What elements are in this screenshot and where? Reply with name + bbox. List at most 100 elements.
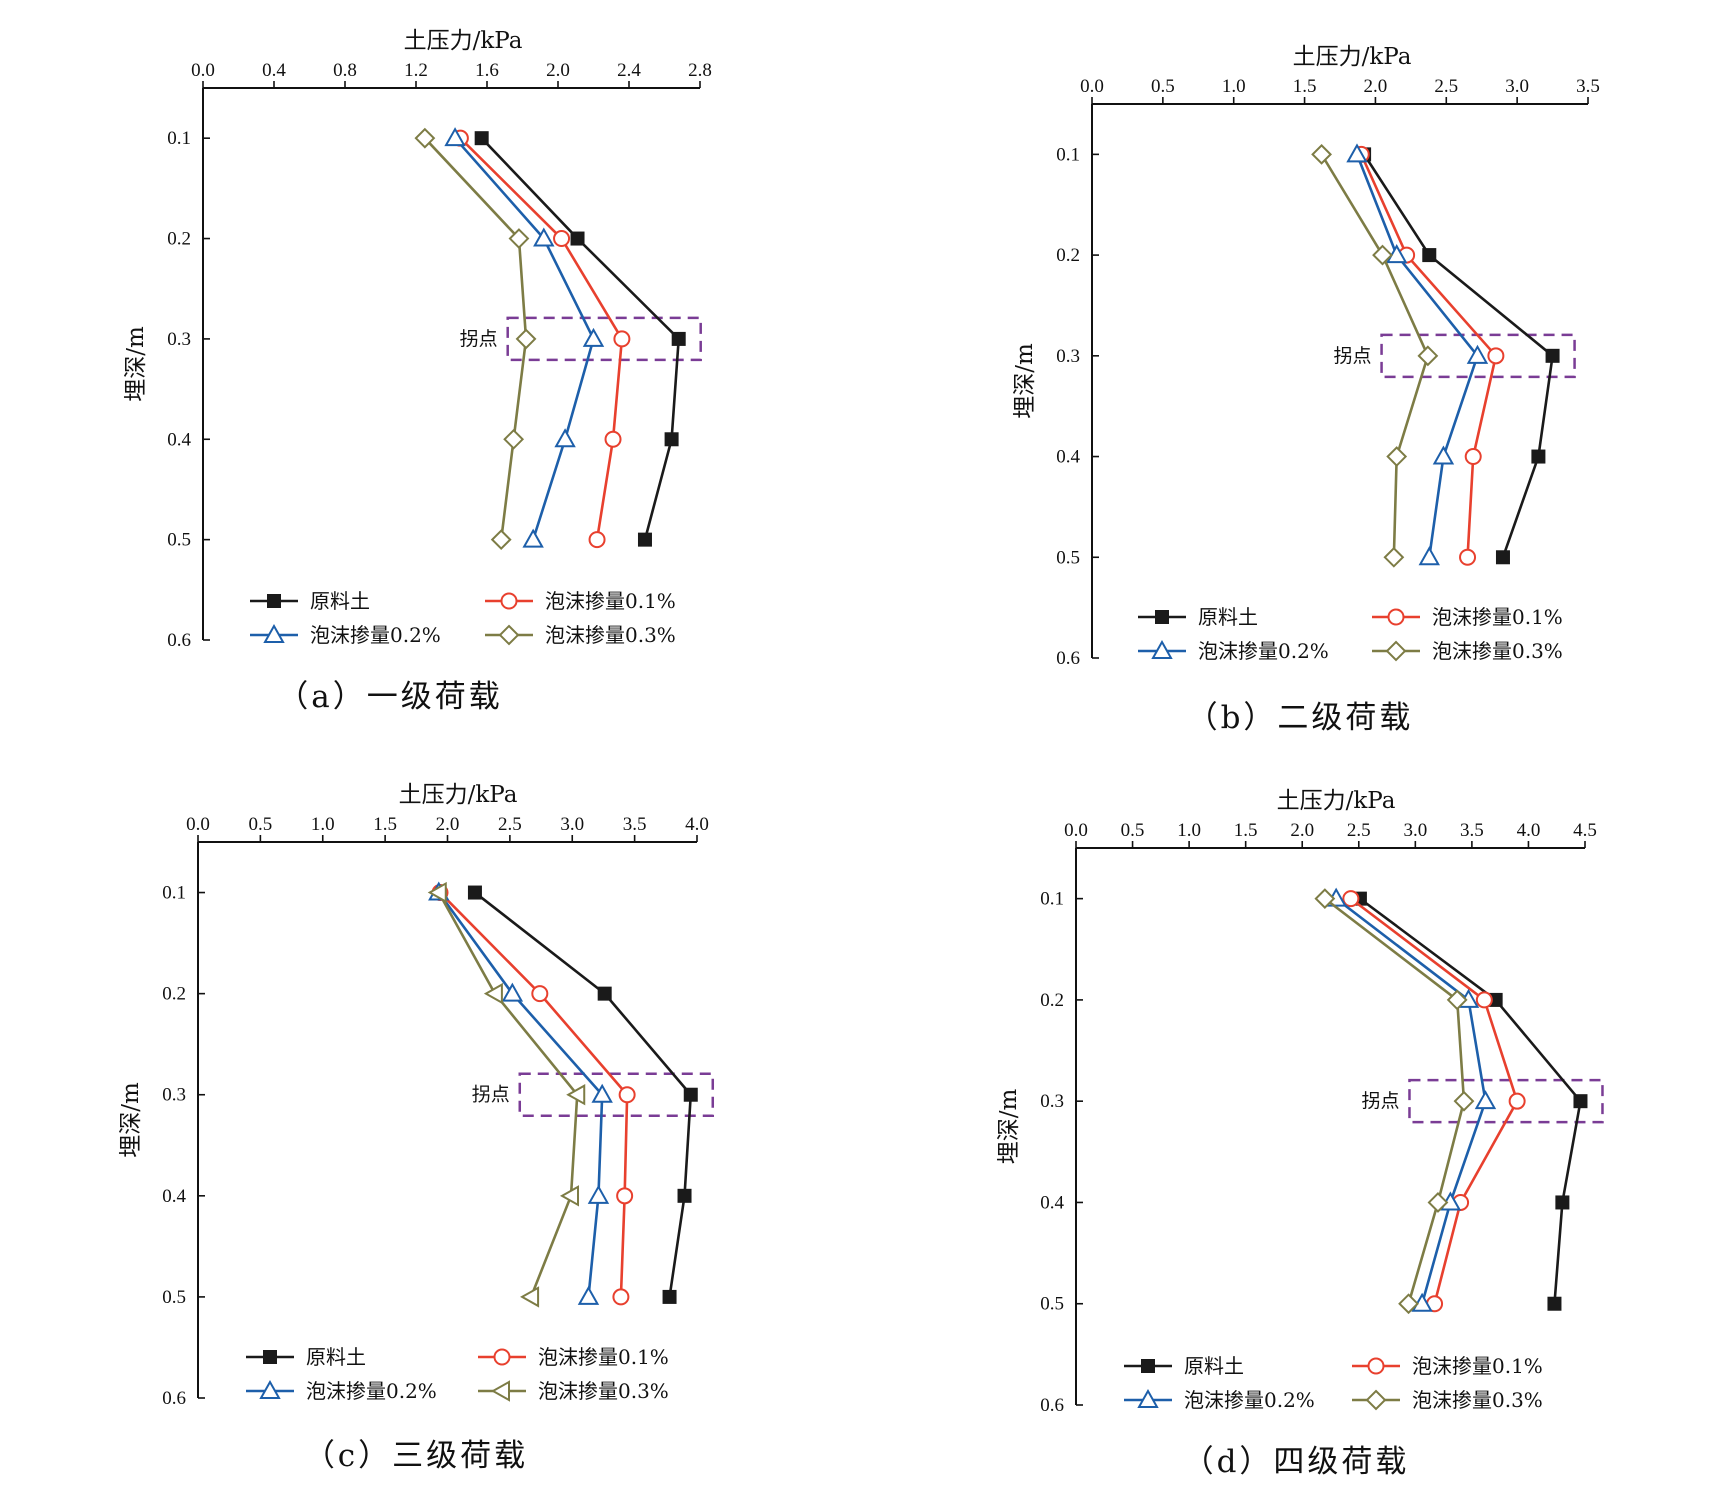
- data-point: [1342, 890, 1360, 908]
- legend-label: 泡沫掺量0.2%: [306, 1379, 437, 1403]
- x-tick-label: 4.5: [1573, 820, 1597, 841]
- data-point: [522, 528, 544, 548]
- legend: 原料土 泡沫掺量0.1% 泡沫掺量0.2% 泡沫掺量0.3%: [250, 589, 676, 647]
- y-tick-label: 0.4: [162, 1186, 186, 1207]
- x-tick-label: 0.5: [249, 814, 273, 835]
- inflection-label: 拐点: [460, 328, 498, 350]
- data-point: [604, 430, 622, 448]
- x-axis-title: 土压力/kPa: [404, 28, 523, 54]
- data-point: [1453, 1090, 1475, 1112]
- x-axis-title: 土压力/kPa: [399, 782, 518, 808]
- data-point: [1466, 344, 1489, 364]
- series-3: [427, 881, 586, 1308]
- data-point: [508, 228, 530, 249]
- series-line: [1363, 153, 1554, 558]
- series-1: [1342, 890, 1526, 1313]
- series-0: [474, 131, 686, 547]
- legend-marker: [1387, 608, 1405, 626]
- x-tick-label: 2.4: [617, 60, 641, 81]
- data-point: [1372, 244, 1393, 266]
- data-point: [1487, 347, 1505, 365]
- series-0: [467, 885, 698, 1304]
- legend-marker: [263, 1350, 277, 1364]
- x-tick-label: 0.4: [262, 60, 286, 81]
- data-point: [1547, 1296, 1562, 1311]
- x-tick-label: 1.0: [311, 814, 335, 835]
- y-tick-label: 0.5: [1056, 547, 1080, 568]
- x-tick-label: 1.0: [1177, 820, 1201, 841]
- legend: 原料土 泡沫掺量0.1% 泡沫掺量0.2% 泡沫掺量0.3%: [1124, 1354, 1543, 1412]
- legend-marker: [259, 1379, 281, 1399]
- panel-caption: （c）三级荷载: [304, 1438, 528, 1474]
- chart-panel-a: 0.0 0.4 0.8 1.2 1.6 2.0 2.4 2.8 0.1 0.2 0.3 0.4 0.5 0…: [123, 28, 712, 715]
- data-point: [520, 1286, 540, 1308]
- data-point: [1464, 448, 1482, 466]
- y-axis-title: 埋深/m: [123, 326, 149, 402]
- legend-label: 泡沫掺量0.3%: [1412, 1388, 1543, 1412]
- data-point: [588, 531, 606, 549]
- legend-label: 泡沫掺量0.1%: [545, 589, 676, 613]
- data-point: [1545, 348, 1560, 363]
- data-point: [531, 985, 549, 1003]
- data-point: [662, 1289, 677, 1304]
- data-point: [597, 986, 612, 1001]
- data-point: [1446, 989, 1468, 1011]
- data-point: [677, 1188, 692, 1203]
- y-axis-title: 埋深/m: [1012, 343, 1038, 419]
- legend-label: 原料土: [1198, 605, 1258, 629]
- legend-label: 泡沫掺量0.1%: [1432, 605, 1563, 629]
- x-tick-label: 3.5: [1460, 820, 1484, 841]
- data-point: [637, 532, 652, 547]
- series-line: [480, 137, 681, 540]
- chart-panel-b: 0.0 0.5 1.0 1.5 2.0 2.5 3.0 3.5 0.1 0.2 0.3 0.4 0.5 0…: [1012, 44, 1600, 736]
- y-tick-label: 0.4: [1056, 447, 1080, 468]
- y-tick-label: 0.1: [1040, 889, 1064, 910]
- legend-marker: [1365, 1389, 1387, 1411]
- legend-marker: [1155, 610, 1169, 624]
- y-tick-label: 0.3: [1056, 346, 1080, 367]
- series-3: [1314, 888, 1475, 1315]
- legend-label: 泡沫掺量0.2%: [1198, 639, 1329, 663]
- data-point: [618, 1086, 636, 1104]
- data-point: [1488, 992, 1503, 1007]
- data-point: [1385, 244, 1408, 264]
- y-tick-label: 0.3: [162, 1085, 186, 1106]
- legend-marker: [263, 623, 285, 643]
- panel-caption: （d）四级荷载: [1183, 1444, 1410, 1480]
- x-tick-label: 1.5: [373, 814, 397, 835]
- legend-label: 泡沫掺量0.3%: [545, 623, 676, 647]
- x-tick-label: 2.0: [436, 814, 460, 835]
- data-point: [591, 1083, 613, 1103]
- data-point: [1386, 446, 1408, 467]
- x-tick-label: 1.0: [1222, 76, 1246, 97]
- y-tick-label: 0.6: [167, 630, 191, 651]
- panel-caption: （a）一级荷载: [277, 679, 502, 715]
- data-point: [587, 1184, 610, 1204]
- legend-label: 泡沫掺量0.2%: [310, 623, 441, 647]
- series-line: [1355, 153, 1479, 558]
- x-tick-label: 1.2: [404, 60, 428, 81]
- data-point: [1555, 1195, 1570, 1210]
- x-tick-label: 4.0: [685, 814, 709, 835]
- data-point: [577, 1285, 600, 1305]
- data-point: [427, 881, 447, 904]
- data-point: [1459, 548, 1477, 566]
- x-tick-label: 0.0: [191, 60, 215, 81]
- data-point: [1418, 546, 1440, 566]
- x-axis-title: 土压力/kPa: [1293, 44, 1412, 70]
- x-tick-label: 0.8: [333, 60, 357, 81]
- data-point: [1314, 888, 1336, 910]
- inflection-label: 拐点: [472, 1084, 510, 1106]
- data-point: [671, 331, 686, 346]
- x-tick-label: 0.0: [1080, 76, 1104, 97]
- x-tick-label: 2.0: [1364, 76, 1388, 97]
- legend-marker: [1151, 639, 1173, 659]
- data-point: [503, 428, 525, 450]
- data-point: [1508, 1092, 1526, 1110]
- data-point: [616, 1187, 634, 1205]
- y-tick-label: 0.6: [162, 1388, 186, 1409]
- x-tick-label: 2.8: [688, 60, 712, 81]
- legend-marker: [1367, 1357, 1385, 1375]
- series-2: [1346, 143, 1489, 566]
